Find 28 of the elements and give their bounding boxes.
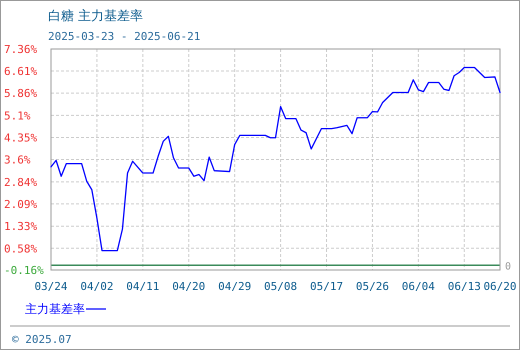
x-tick-label: 04/29 — [218, 280, 252, 293]
legend-label: 主力基差率 — [25, 302, 85, 316]
ref-line-label: 0 — [505, 261, 512, 272]
x-tick-label: 06/20 — [483, 280, 517, 293]
y-tick-label: 0.58% — [4, 242, 38, 256]
line-series — [50, 66, 501, 252]
x-tick-label: 04/20 — [172, 280, 206, 293]
y-tick-label: 6.61% — [4, 65, 38, 78]
y-tick-label: 2.84% — [4, 176, 38, 189]
chart-subtitle: 2025-03-23 - 2025-06-21 — [48, 30, 200, 43]
chart-title: 白糖 主力基差率 — [48, 8, 144, 24]
y-tick-label: 4.35% — [4, 131, 38, 144]
y-tick-label: 5.1% — [4, 109, 31, 122]
y-tick-label: 1.33% — [4, 220, 38, 234]
x-tick-label: 05/26 — [356, 280, 390, 293]
y-tick-label: 2.09% — [4, 198, 38, 211]
x-tick-label: 04/11 — [126, 280, 160, 293]
x-tick-label: 05/17 — [310, 280, 344, 293]
y-tick-label: -0.16% — [4, 264, 44, 277]
y-tick-label: 3.6% — [4, 154, 31, 166]
y-tick-label: 7.36% — [4, 43, 38, 56]
x-tick-label: 05/08 — [264, 280, 298, 293]
y-tick-label: 5.86% — [4, 87, 38, 100]
x-tick-label: 06/13 — [448, 280, 481, 293]
x-tick-label: 04/02 — [80, 280, 114, 293]
x-tick-label: 06/04 — [402, 280, 436, 293]
text: © 2025.07 — [12, 333, 72, 346]
x-tick-label: 03/24 — [34, 280, 68, 293]
